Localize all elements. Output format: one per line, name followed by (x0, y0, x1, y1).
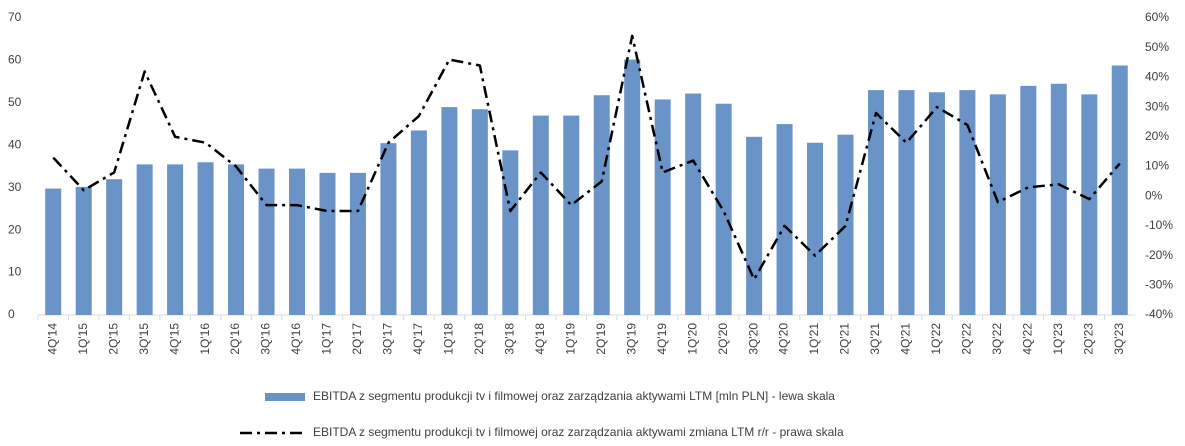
y-tick-label: 70 (8, 10, 22, 24)
bar (837, 134, 854, 315)
x-tick-label: 3Q'20 (746, 323, 760, 355)
x-tick-label: 1Q'15 (76, 323, 90, 355)
y2-tick-label: -40% (1145, 307, 1173, 321)
x-tick-label: 4Q'19 (655, 323, 669, 355)
bar (45, 188, 62, 315)
bar (1081, 94, 1098, 315)
bar (532, 115, 549, 315)
x-tick-label: 4Q'20 (777, 323, 791, 355)
bar (197, 162, 214, 315)
legend-label: EBITDA z segmentu produkcji tv i filmowe… (313, 389, 835, 403)
bar (1111, 65, 1128, 316)
legend-swatch (265, 393, 305, 401)
y2-tick-label: 10% (1145, 159, 1169, 173)
y2-tick-label: 50% (1145, 40, 1169, 54)
bar (867, 90, 884, 315)
x-tick-label: 3Q'17 (381, 323, 395, 355)
bar (228, 164, 245, 315)
x-tick-label: 1Q'22 (929, 323, 943, 355)
bar (959, 90, 976, 315)
bar (928, 92, 945, 315)
bar (319, 172, 336, 315)
y-tick-label: 60 (8, 53, 22, 67)
bar (289, 168, 306, 315)
bar (380, 143, 397, 315)
x-tick-label: 3Q'23 (1112, 323, 1126, 355)
x-tick-label: 3Q'18 (502, 323, 516, 355)
y2-tick-label: -30% (1145, 277, 1173, 291)
x-tick-label: 2Q'18 (472, 323, 486, 355)
bar (654, 99, 671, 315)
x-tick-label: 4Q'18 (533, 323, 547, 355)
bar (258, 168, 275, 315)
x-tick-label: 3Q'16 (259, 323, 273, 355)
x-tick-label: 2Q'19 (594, 323, 608, 355)
bar (624, 59, 641, 315)
y-tick-label: 20 (8, 222, 22, 236)
bar (989, 94, 1006, 315)
y2-tick-label: -10% (1145, 218, 1173, 232)
x-tick-label: 1Q'21 (807, 323, 821, 355)
x-tick-label: 2Q'21 (838, 323, 852, 355)
y2-tick-label: -20% (1145, 248, 1173, 262)
x-tick-label: 2Q'15 (106, 323, 120, 355)
y-tick-label: 0 (8, 307, 15, 321)
x-tick-label: 4Q'22 (1021, 323, 1035, 355)
x-tick-label: 2Q'17 (350, 323, 364, 355)
legend-label: EBITDA z segmentu produkcji tv i filmowe… (313, 425, 844, 439)
bar (746, 136, 763, 315)
x-tick-label: 2Q'16 (228, 323, 242, 355)
x-tick-label: 4Q'21 (899, 323, 913, 355)
bar (167, 164, 184, 315)
bar (349, 172, 366, 315)
x-tick-label: 1Q'19 (563, 323, 577, 355)
x-tick-label: 4Q'15 (167, 323, 181, 355)
x-tick-label: 4Q'14 (45, 323, 59, 355)
bar (136, 164, 153, 315)
bar (776, 124, 793, 315)
x-tick-label: 3Q'19 (624, 323, 638, 355)
bar (410, 130, 427, 315)
y2-tick-label: 60% (1145, 10, 1169, 24)
y2-tick-label: 40% (1145, 70, 1169, 84)
bar (898, 90, 915, 315)
x-tick-label: 1Q'16 (198, 323, 212, 355)
y-tick-label: 50 (8, 95, 22, 109)
x-tick-label: 4Q'17 (411, 323, 425, 355)
bar (593, 95, 610, 315)
y-tick-label: 40 (8, 137, 22, 151)
x-tick-label: 2Q'23 (1081, 323, 1095, 355)
y2-tick-label: 0% (1145, 188, 1163, 202)
x-tick-label: 4Q'16 (289, 323, 303, 355)
bar (715, 103, 732, 315)
y2-tick-label: 20% (1145, 129, 1169, 143)
y-tick-label: 10 (8, 265, 22, 279)
bar (1050, 83, 1067, 315)
y-tick-label: 30 (8, 180, 22, 194)
bar (685, 93, 702, 315)
x-tick-label: 2Q'22 (960, 323, 974, 355)
bar (75, 186, 92, 315)
x-tick-label: 3Q'21 (868, 323, 882, 355)
x-tick-label: 1Q'23 (1051, 323, 1065, 355)
bar (1020, 85, 1037, 315)
bar (106, 179, 123, 315)
y2-tick-label: 30% (1145, 99, 1169, 113)
bar (807, 142, 824, 315)
x-tick-label: 1Q'20 (685, 323, 699, 355)
x-tick-label: 3Q'22 (990, 323, 1004, 355)
bar (441, 107, 458, 315)
x-tick-label: 2Q'20 (716, 323, 730, 355)
bar (502, 150, 519, 315)
x-tick-label: 3Q'15 (137, 323, 151, 355)
bar (563, 115, 580, 315)
bar (471, 109, 488, 315)
x-tick-label: 1Q'17 (320, 323, 334, 355)
x-tick-label: 1Q'18 (442, 323, 456, 355)
